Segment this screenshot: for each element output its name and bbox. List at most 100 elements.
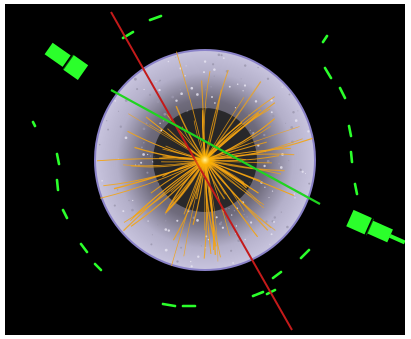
detector-hit bbox=[164, 228, 168, 231]
detector-hit bbox=[230, 214, 233, 216]
detector-hit bbox=[285, 122, 287, 124]
detector-hit bbox=[145, 122, 148, 125]
detector-hit bbox=[132, 199, 134, 202]
detector-hit bbox=[215, 216, 218, 219]
detector-hit bbox=[180, 246, 183, 249]
detector-hit bbox=[179, 88, 182, 91]
detector-hit bbox=[299, 168, 302, 172]
detector-hit bbox=[244, 238, 246, 241]
detector-hit bbox=[304, 173, 307, 175]
detector-hit bbox=[214, 102, 216, 104]
detector-hit bbox=[288, 93, 291, 96]
detector-hit bbox=[175, 99, 178, 102]
outer-muon-hits bbox=[31, 14, 359, 308]
event-display bbox=[5, 4, 405, 335]
detector-hit bbox=[243, 64, 247, 67]
detector-hit bbox=[292, 110, 295, 114]
detector-hit bbox=[196, 93, 199, 96]
detector-hit bbox=[240, 78, 242, 80]
detector-hit bbox=[232, 262, 234, 264]
detector-hit bbox=[220, 221, 223, 224]
detector-hit bbox=[213, 68, 216, 71]
event-display-canvas bbox=[5, 4, 405, 335]
detector-hit bbox=[167, 229, 170, 232]
detector-hit bbox=[221, 226, 225, 229]
detector-hit bbox=[205, 89, 207, 91]
detector-hit bbox=[269, 243, 271, 245]
detector-hit bbox=[151, 234, 153, 236]
detector-hit bbox=[176, 260, 179, 263]
detector-hit bbox=[270, 111, 273, 114]
detector-hit bbox=[268, 197, 270, 199]
detector-hit bbox=[286, 225, 289, 229]
detector-hit bbox=[157, 224, 159, 226]
detector-hit bbox=[297, 110, 299, 112]
muon-hit bbox=[31, 120, 37, 128]
detector-hit bbox=[254, 100, 258, 103]
muon-hit bbox=[55, 152, 61, 166]
detector-hit bbox=[249, 129, 251, 132]
detector-hit bbox=[176, 219, 179, 222]
detector-hit bbox=[124, 136, 128, 140]
detector-hit bbox=[307, 130, 310, 133]
detector-hit bbox=[150, 243, 153, 246]
detector-hit bbox=[122, 210, 125, 213]
detector-hit bbox=[128, 199, 130, 202]
muon-hit bbox=[61, 208, 69, 220]
detector-hit bbox=[98, 143, 101, 146]
detector-hit bbox=[288, 159, 290, 162]
detector-hit bbox=[270, 233, 273, 236]
detector-hit bbox=[142, 127, 146, 131]
muon-hit bbox=[79, 242, 89, 254]
detector-hit bbox=[250, 221, 253, 224]
detector-hit bbox=[158, 81, 160, 83]
detector-hit bbox=[140, 161, 143, 164]
detector-hit bbox=[274, 124, 276, 126]
detector-hit bbox=[281, 86, 283, 88]
detector-hit bbox=[171, 95, 175, 99]
detector-hit bbox=[207, 238, 210, 241]
detector-hit bbox=[159, 79, 161, 82]
detector-hit bbox=[217, 53, 221, 57]
detector-hit bbox=[131, 208, 134, 212]
detector-hit bbox=[162, 120, 165, 122]
muon-hit bbox=[338, 86, 347, 100]
green-track bbox=[110, 89, 321, 205]
detector-hit bbox=[146, 171, 149, 174]
detector-hit bbox=[134, 77, 137, 81]
detector-hit bbox=[264, 186, 266, 188]
detector-hit bbox=[213, 75, 215, 77]
detector-hit bbox=[279, 166, 283, 169]
detector-hit bbox=[271, 190, 274, 192]
detector-hit bbox=[197, 255, 200, 258]
detector-hit bbox=[308, 182, 311, 185]
detector-hit bbox=[218, 222, 222, 226]
detector-hit bbox=[220, 54, 223, 57]
detector-hit bbox=[238, 228, 241, 231]
detector-hit bbox=[233, 210, 236, 212]
detector-hit bbox=[143, 88, 145, 91]
detector-hit bbox=[113, 204, 116, 207]
detector-hit bbox=[211, 63, 215, 66]
detector-hit bbox=[222, 57, 225, 59]
detector-hit bbox=[234, 107, 237, 109]
detector-hit bbox=[203, 60, 207, 63]
detector-hit bbox=[257, 66, 259, 69]
detector-hit bbox=[164, 248, 168, 252]
detector-hit bbox=[158, 88, 161, 92]
muon-hit bbox=[347, 124, 353, 138]
detector-hit bbox=[230, 249, 233, 252]
detector-hit bbox=[149, 93, 152, 96]
muon-hit bbox=[271, 270, 283, 280]
muon-hit bbox=[93, 262, 103, 272]
detector-hit bbox=[293, 193, 296, 195]
detector-hit bbox=[235, 225, 238, 227]
detector-hit bbox=[262, 210, 264, 212]
muon-hit bbox=[55, 178, 60, 192]
muon-chamber-left bbox=[44, 42, 89, 80]
muon-hit bbox=[161, 302, 177, 308]
muon-hit bbox=[148, 14, 163, 22]
muon-hit bbox=[299, 248, 311, 260]
detector-hit bbox=[240, 228, 243, 231]
detector-hit bbox=[236, 83, 239, 85]
